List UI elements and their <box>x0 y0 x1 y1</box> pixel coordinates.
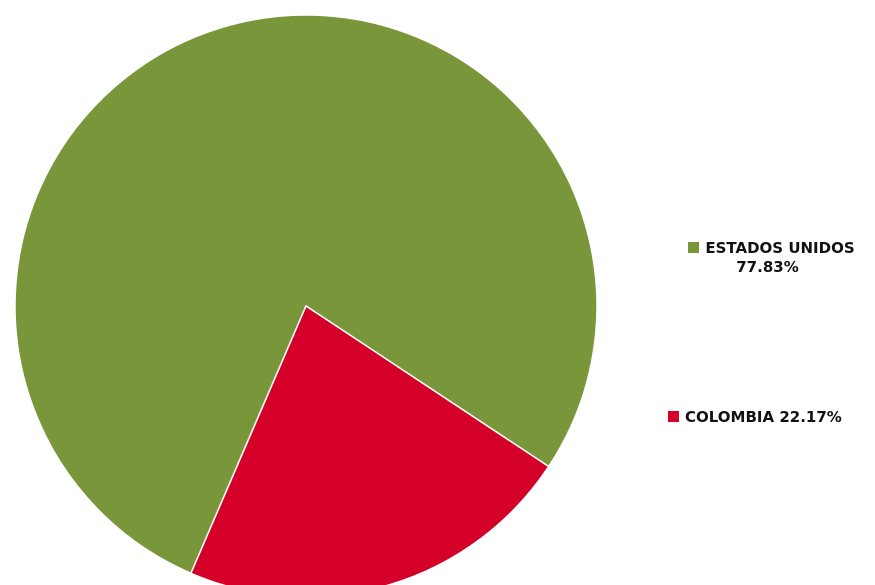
legend-item-colombia: COLOMBIA 22.17% <box>668 408 842 427</box>
legend-label-colombia: COLOMBIA <box>685 408 775 426</box>
legend-item-estados-unidos: ESTADOS UNIDOS 77.83% <box>668 239 875 277</box>
legend-label-estados-unidos: ESTADOS UNIDOS <box>705 239 855 257</box>
pie-slice-estados-unidos <box>14 14 598 575</box>
legend-swatch-estados-unidos <box>688 242 700 253</box>
legend-swatch-colombia <box>668 411 679 422</box>
legend-value-colombia: 22.17% <box>779 408 842 426</box>
legend-value-estados-unidos: 77.83% <box>736 258 799 276</box>
